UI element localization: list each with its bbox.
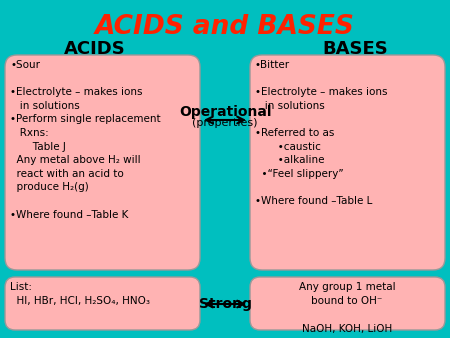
Text: ACIDS: ACIDS bbox=[64, 40, 126, 58]
Text: BASES: BASES bbox=[322, 40, 388, 58]
Text: Strong: Strong bbox=[198, 297, 252, 311]
Text: (properties): (properties) bbox=[192, 118, 258, 128]
Text: Operational: Operational bbox=[179, 105, 271, 119]
Text: •Sour

•Electrolyte – makes ions
   in solutions
•Perform single replacement
   : •Sour •Electrolyte – makes ions in solut… bbox=[10, 60, 161, 220]
Text: List:
  HI, HBr, HCl, H₂SO₄, HNO₃: List: HI, HBr, HCl, H₂SO₄, HNO₃ bbox=[10, 282, 150, 306]
Text: •Bitter

•Electrolyte – makes ions
   in solutions

•Referred to as
       •caus: •Bitter •Electrolyte – makes ions in sol… bbox=[255, 60, 387, 206]
FancyBboxPatch shape bbox=[5, 55, 200, 270]
FancyBboxPatch shape bbox=[5, 277, 200, 330]
Text: ACIDS and BASES: ACIDS and BASES bbox=[95, 14, 355, 40]
FancyBboxPatch shape bbox=[250, 55, 445, 270]
Text: Any group 1 metal
bound to OH⁻

NaOH, KOH, LiOH: Any group 1 metal bound to OH⁻ NaOH, KOH… bbox=[299, 282, 395, 334]
FancyBboxPatch shape bbox=[250, 277, 445, 330]
